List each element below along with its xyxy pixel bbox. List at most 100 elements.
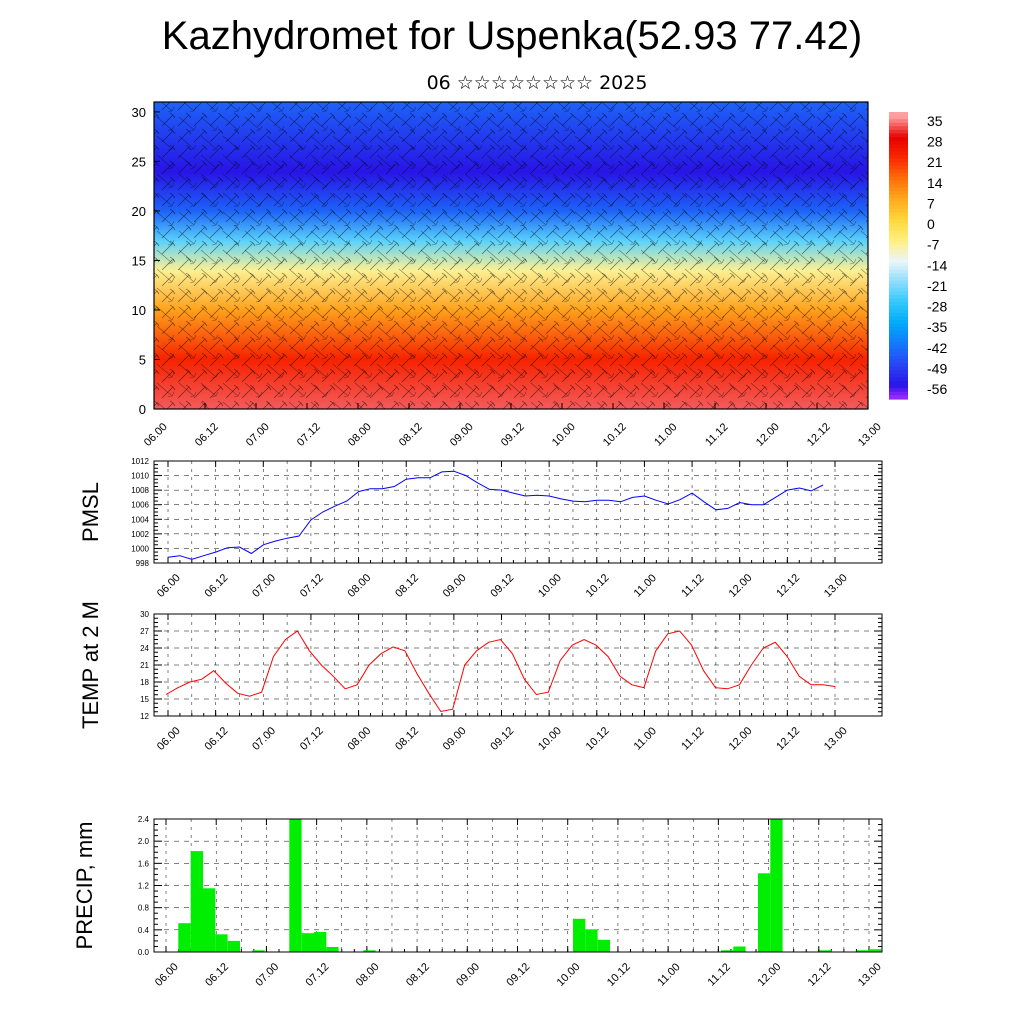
y-tick-label: 1006 xyxy=(131,501,149,510)
colorbar-swatch xyxy=(889,140,908,145)
precip-bar xyxy=(819,950,832,952)
colorbar-swatch xyxy=(889,334,908,339)
precip-bar xyxy=(573,918,586,953)
y-tick-label: 12 xyxy=(140,712,149,721)
x-tick-label: 12.00 xyxy=(727,725,755,753)
x-tick-label: 12.12 xyxy=(805,421,833,449)
y-tick-label: 1004 xyxy=(131,515,149,524)
colorbar-swatch xyxy=(889,381,908,386)
colorbar-swatch xyxy=(889,165,908,170)
colorbar-swatch xyxy=(889,273,908,278)
colorbar-swatch xyxy=(889,180,908,185)
colorbar-swatch xyxy=(889,208,908,214)
y-tick-label: 0.0 xyxy=(138,948,150,957)
heatmap-panel: 0 5 10 15 20 25 30 06.00 06.12 07.00 07.12 08.00 08.… xyxy=(132,101,884,449)
y-tick-label: 15 xyxy=(132,253,146,268)
colorbar-swatch xyxy=(889,219,908,224)
colorbar-swatch xyxy=(889,126,908,131)
x-tick-label: 09.12 xyxy=(488,572,516,600)
pmsl-panel: 998 1000 1002 1004 1006 1008 1010 1012 06.00 06.1… xyxy=(78,457,883,600)
x-tick-label: 08.12 xyxy=(393,725,421,753)
x-tick-label: 06.00 xyxy=(155,572,183,600)
precip-bar xyxy=(585,929,598,952)
temp-panel: 12 15 18 21 24 27 30 06.00 06.12 07.00 07.12 08.00 0… xyxy=(78,601,883,753)
colorbar-swatch xyxy=(889,352,908,357)
colorbar-swatch xyxy=(889,216,908,221)
colorbar-swatch xyxy=(889,183,908,188)
precip-bar xyxy=(215,934,228,952)
colorbar-swatch xyxy=(889,305,908,310)
x-tick-label: 08.12 xyxy=(393,572,421,600)
colorbar-swatch xyxy=(889,330,908,336)
x-tick-label: 06.00 xyxy=(155,725,183,753)
colorbar-swatch xyxy=(889,155,908,160)
colorbar-swatch xyxy=(889,137,908,142)
colorbar-swatch xyxy=(889,151,908,156)
y-tick-label: 0.4 xyxy=(138,926,150,935)
x-tick-label: 09.12 xyxy=(499,421,527,449)
x-tick-label: 08.00 xyxy=(345,572,373,600)
colorbar-swatch xyxy=(889,259,908,264)
x-tick-label: 08.00 xyxy=(346,421,374,449)
colorbar-swatch xyxy=(889,230,908,235)
colorbar-swatch xyxy=(889,187,908,192)
x-tick-label: 06.12 xyxy=(203,725,231,753)
precip-frame-top xyxy=(153,818,883,953)
y-tick-label: 1012 xyxy=(131,457,149,466)
y-tick-label: 27 xyxy=(140,627,149,636)
x-tick-label: 07.00 xyxy=(250,572,278,600)
colorbar-swatch xyxy=(889,341,908,346)
x-tick-label: 12.00 xyxy=(755,961,783,989)
x-tick-label: 12.12 xyxy=(806,961,834,989)
x-tick-label: 13.00 xyxy=(822,725,850,753)
x-tick-label: 07.00 xyxy=(253,961,281,989)
precip-bar xyxy=(252,950,265,952)
precip-bar xyxy=(203,888,216,952)
colorbar-swatch xyxy=(889,233,908,239)
x-tick-label: 08.12 xyxy=(397,421,425,449)
colorbar-label: 7 xyxy=(927,195,935,211)
colorbar: 35 28 21 14 7 0 -7 -14 -21 -28 -35 -42 -49 -56 xyxy=(889,112,947,400)
colorbar-swatch xyxy=(889,244,908,249)
x-tick-label: 06.12 xyxy=(203,961,231,989)
pmsl-series-line xyxy=(167,470,824,560)
colorbar-swatch xyxy=(889,241,908,246)
x-tick-label: 08.00 xyxy=(354,961,382,989)
colorbar-swatch xyxy=(889,373,908,379)
colorbar-swatch xyxy=(889,327,908,332)
colorbar-label: 21 xyxy=(927,154,943,170)
x-tick-label: 13.00 xyxy=(856,421,884,449)
x-tick-label: 11.00 xyxy=(652,421,679,448)
colorbar-swatch xyxy=(889,348,908,353)
temp-series-line xyxy=(165,630,836,713)
y-tick-label: 5 xyxy=(139,352,146,367)
precip-bar xyxy=(178,923,191,952)
y-tick-label: 30 xyxy=(140,610,149,619)
x-tick-label: 12.00 xyxy=(727,572,755,600)
colorbar-swatch xyxy=(889,391,908,397)
x-tick-label: 08.12 xyxy=(404,961,432,989)
y-tick-label: 1.6 xyxy=(138,859,150,868)
y-tick-label: 2.0 xyxy=(138,837,150,846)
precip-bar xyxy=(770,819,783,952)
x-tick-label: 10.12 xyxy=(601,421,629,449)
x-tick-label: 09.12 xyxy=(504,961,532,989)
colorbar-swatch xyxy=(889,298,908,303)
colorbar-label: 28 xyxy=(927,134,943,150)
x-tick-label: 06.12 xyxy=(193,421,221,449)
colorbar-swatch xyxy=(889,158,908,163)
y-tick-label: 0.8 xyxy=(138,904,150,913)
x-tick-label: 11.12 xyxy=(679,725,706,752)
colorbar-swatch xyxy=(889,194,908,199)
colorbar-swatch xyxy=(889,291,908,296)
colorbar-swatch xyxy=(889,129,908,135)
colorbar-swatch xyxy=(889,320,908,325)
colorbar-swatch xyxy=(889,226,908,231)
y-axis-label: PMSL xyxy=(78,482,103,542)
colorbar-swatch xyxy=(889,147,908,153)
colorbar-swatch xyxy=(889,266,908,271)
colorbar-label: -42 xyxy=(927,340,947,356)
colorbar-swatch xyxy=(889,302,908,307)
colorbar-swatch xyxy=(889,280,908,285)
colorbar-swatch xyxy=(889,388,908,393)
